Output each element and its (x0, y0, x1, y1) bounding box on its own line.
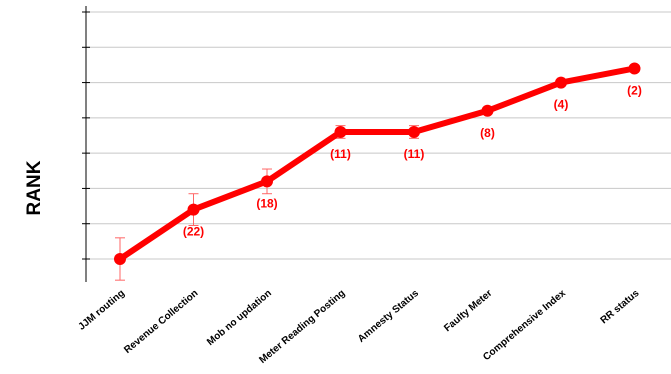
y-ticks (82, 11, 90, 260)
data-label: (18) (256, 196, 277, 210)
data-label: (11) (404, 147, 425, 161)
data-label: (2) (627, 83, 642, 97)
y-axis-label: RANK (24, 160, 45, 215)
data-point (628, 62, 641, 75)
data-point (334, 125, 347, 138)
data-point (187, 203, 200, 216)
category-label: Amnesty Status (356, 288, 421, 345)
data-labels: (22) (18) (11) (11) (8) (4) (2) (183, 83, 642, 238)
data-point (114, 253, 126, 265)
category-label: Meter Reading Posting (257, 288, 347, 366)
category-label: RR status (599, 288, 642, 327)
data-label: (22) (183, 225, 204, 239)
category-label: Revenue Collection (122, 288, 200, 356)
category-label: Mob no updation (205, 288, 274, 348)
category-label: Faulty Meter (442, 288, 494, 334)
series-line (117, 65, 638, 262)
data-label: (8) (480, 126, 495, 140)
data-point (555, 76, 567, 89)
data-points (114, 62, 641, 265)
data-label: (11) (330, 147, 351, 161)
series-path (117, 65, 638, 262)
gridlines (86, 11, 671, 260)
data-point (481, 104, 494, 117)
category-label: JJM routing (76, 288, 126, 333)
category-label: Comprehensive Index (481, 288, 568, 364)
data-point (408, 125, 420, 138)
data-point (261, 175, 273, 188)
data-label: (4) (554, 98, 569, 112)
